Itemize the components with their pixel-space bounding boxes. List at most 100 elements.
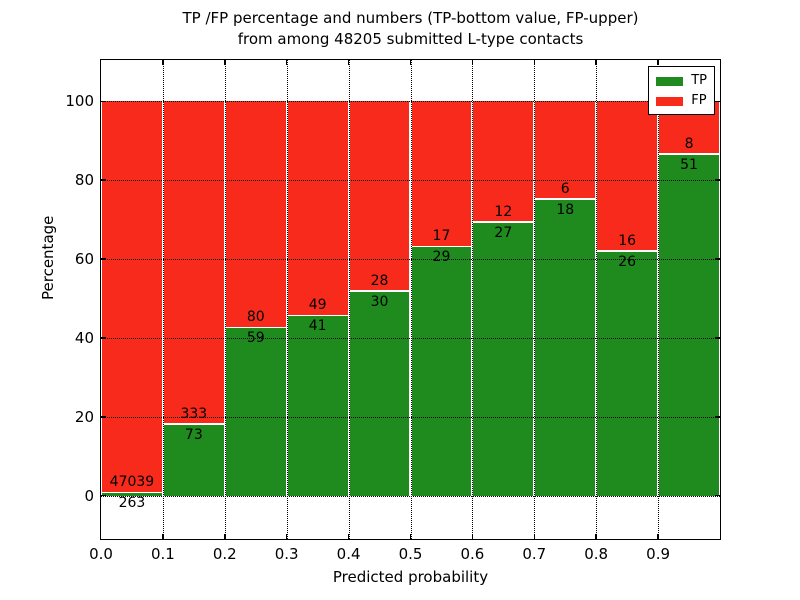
x-tick-mark-top — [347, 60, 350, 65]
fp-bar-segment — [225, 101, 286, 327]
vertical-gridline — [224, 60, 226, 539]
x-tick-label: 0.9 — [646, 545, 671, 563]
tp-bar-segment — [473, 222, 534, 496]
vertical-gridline — [348, 60, 350, 539]
vertical-gridline — [534, 60, 536, 539]
fp-count-label: 16 — [618, 232, 637, 249]
y-tick-mark-right — [715, 100, 720, 103]
tp-count-label: 73 — [184, 426, 203, 443]
tp-count-label: 59 — [246, 330, 265, 347]
y-tick-label: 0 — [84, 486, 94, 505]
chart-title: TP /FP percentage and numbers (TP-bottom… — [100, 8, 721, 50]
vertical-gridline — [410, 60, 412, 539]
fp-bar-segment — [473, 101, 534, 222]
x-tick-mark-top — [409, 60, 412, 65]
y-tick-mark-left — [101, 100, 106, 103]
fp-bar-segment — [163, 101, 224, 424]
vertical-gridline — [286, 60, 288, 539]
vertical-gridline — [472, 60, 474, 539]
fp-count-label: 17 — [432, 228, 451, 245]
x-tick-mark-top — [162, 60, 164, 65]
x-tick-label: 0.3 — [274, 545, 299, 563]
fp-count-label: 28 — [370, 272, 389, 289]
y-tick-mark-right — [715, 258, 720, 260]
tp-bar-segment — [597, 251, 658, 496]
tp-bar-segment — [163, 424, 224, 496]
fp-bar-segment — [287, 101, 348, 315]
x-tick-mark-top — [595, 60, 597, 65]
tp-count-label: 51 — [680, 156, 698, 173]
tp-bar-segment — [535, 199, 596, 496]
tp-count-label: 41 — [308, 318, 327, 335]
x-tick-mark-bottom — [657, 534, 659, 539]
x-tick-label: 0.6 — [460, 545, 485, 563]
y-tick-mark-right — [715, 337, 720, 339]
y-tick-label: 100 — [65, 92, 94, 111]
tp-legend-label: TP — [691, 73, 707, 88]
chart-title-line2: from among 48205 submitted L-type contac… — [237, 30, 584, 48]
x-tick-label: 0.4 — [336, 545, 361, 563]
tp-bar-segment — [411, 247, 472, 496]
vertical-gridline — [658, 60, 660, 539]
legend-row: TP — [656, 74, 707, 88]
x-tick-mark-bottom — [595, 534, 597, 539]
y-tick-mark-right — [715, 416, 720, 418]
x-tick-mark-bottom — [533, 534, 536, 539]
plot-area: Percentage Predicted probability TP FP 47… — [39, 59, 721, 586]
x-tick-label: 0.5 — [398, 545, 423, 563]
x-tick-mark-bottom — [409, 534, 412, 539]
tp-count-label: 26 — [618, 253, 637, 270]
x-tick-mark-top — [657, 60, 659, 65]
fp-count-label: 49 — [308, 297, 327, 314]
tp-bar-segment — [225, 328, 286, 496]
tp-bar-segment — [349, 291, 410, 496]
y-tick-label: 80 — [74, 171, 94, 190]
tp-legend-swatch — [656, 76, 684, 86]
x-tick-label: 0.2 — [212, 545, 237, 563]
chart-title-line1: TP /FP percentage and numbers (TP-bottom… — [182, 9, 639, 27]
tp-count-label: 30 — [370, 293, 389, 310]
x-tick-label: 0.8 — [584, 545, 609, 563]
fp-count-label: 333 — [180, 405, 208, 422]
tp-count-label: 18 — [556, 201, 575, 218]
fp-count-label: 8 — [684, 135, 694, 152]
y-tick-label: 60 — [74, 250, 94, 269]
fp-bar-segment — [411, 101, 472, 246]
y-tick-mark-left — [101, 337, 106, 339]
y-tick-label: 20 — [74, 407, 94, 426]
tp-bar-segment — [287, 316, 348, 496]
x-tick-mark-bottom — [285, 534, 288, 539]
tp-bar-segment — [659, 154, 719, 496]
tp-bar-segment — [102, 493, 162, 496]
y-tick-mark-right — [715, 494, 720, 497]
fp-legend-label: FP — [691, 93, 707, 108]
legend: TP FP — [648, 66, 715, 115]
vertical-gridline — [596, 60, 598, 539]
x-tick-mark-top — [471, 60, 474, 65]
y-tick-mark-left — [101, 179, 106, 181]
fp-count-label: 80 — [246, 309, 265, 326]
vertical-gridline — [162, 60, 164, 539]
x-tick-label: 0.0 — [89, 545, 113, 563]
x-tick-mark-bottom — [162, 534, 164, 539]
x-tick-mark-bottom — [224, 534, 226, 539]
x-tick-label: 0.1 — [150, 545, 175, 563]
x-tick-label: 0.7 — [522, 545, 547, 563]
fp-legend-swatch — [656, 96, 684, 106]
fp-bar-segment — [597, 101, 658, 251]
fp-bar-segment — [349, 101, 410, 291]
x-tick-mark-top — [285, 60, 288, 65]
y-tick-label: 40 — [74, 328, 94, 347]
tp-count-label: 27 — [494, 224, 513, 241]
x-axis-label: Predicted probability — [332, 568, 489, 586]
tp-count-label: 263 — [118, 495, 146, 512]
x-tick-mark-top — [533, 60, 536, 65]
y-tick-mark-left — [101, 416, 106, 418]
y-tick-mark-left — [101, 494, 106, 497]
y-tick-mark-right — [715, 179, 720, 181]
tp-count-label: 29 — [432, 249, 451, 266]
x-tick-mark-bottom — [347, 534, 350, 539]
x-tick-mark-top — [224, 60, 226, 65]
fp-count-label: 12 — [494, 203, 513, 220]
